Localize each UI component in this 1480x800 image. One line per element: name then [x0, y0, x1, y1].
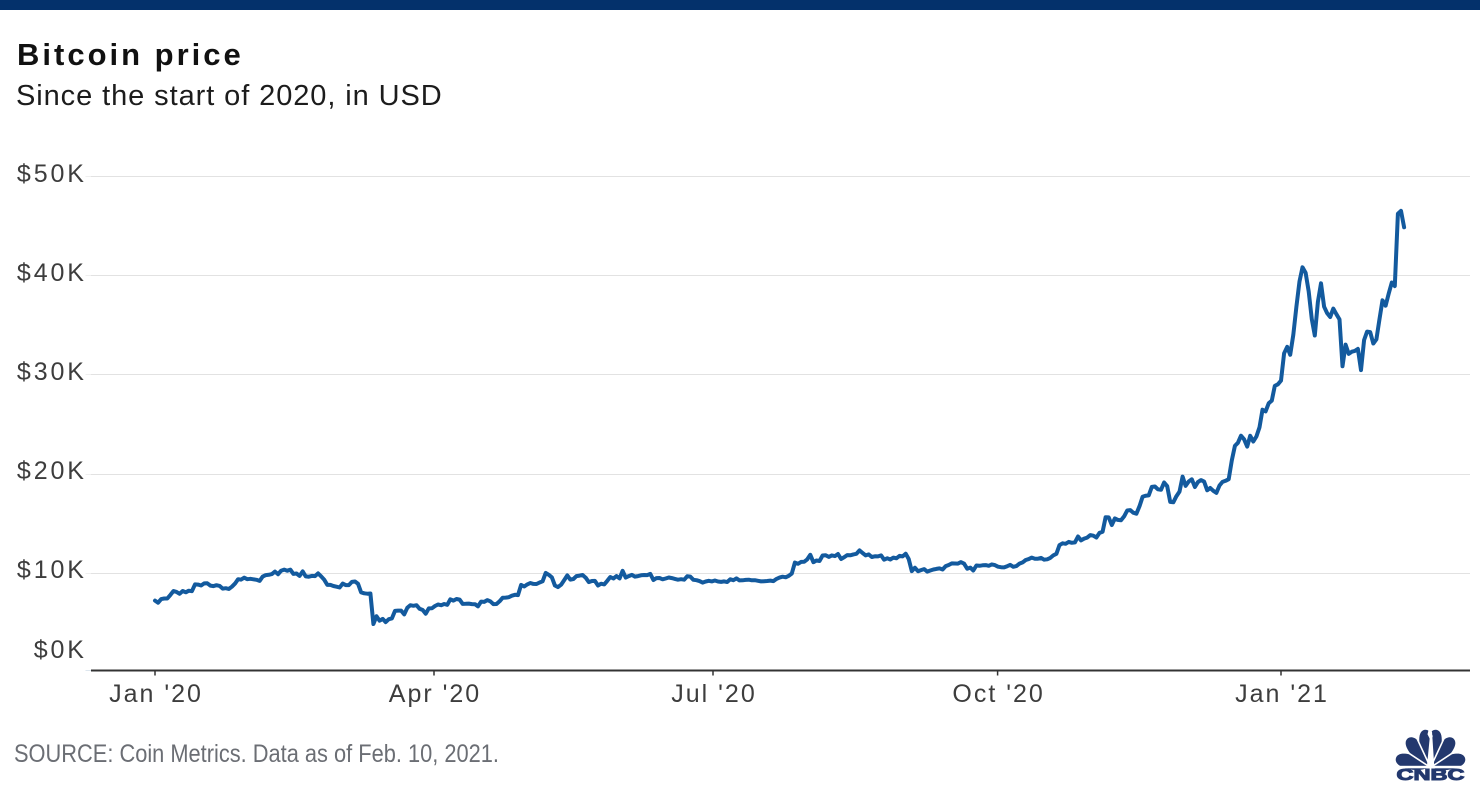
svg-text:CNBC: CNBC — [1397, 767, 1466, 782]
